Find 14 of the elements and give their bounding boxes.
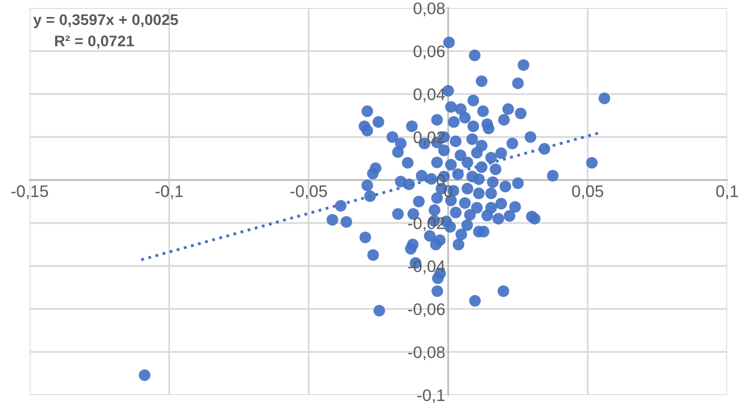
x-tick-label: -0,1	[156, 185, 183, 200]
annotation: y = 0,3597x + 0,0025	[33, 14, 178, 28]
y-tick-label: 0,08	[414, 2, 445, 16]
y-tick-label: 0,06	[414, 45, 445, 60]
y-tick-label: -0,08	[408, 346, 445, 360]
y-tick-label: -0,06	[408, 303, 445, 318]
x-tick-label: 0,05	[572, 185, 604, 200]
x-tick-label: -0,05	[290, 185, 327, 200]
x-tick-label: 0,1	[716, 185, 738, 200]
annotation: R² = 0,0721	[55, 36, 134, 49]
y-tick-label: 0,04	[414, 88, 445, 102]
y-tick-label: -0,1	[417, 389, 445, 403]
x-tick-label: -0,15	[11, 185, 48, 200]
y-tick-label: -0,02	[408, 217, 445, 232]
